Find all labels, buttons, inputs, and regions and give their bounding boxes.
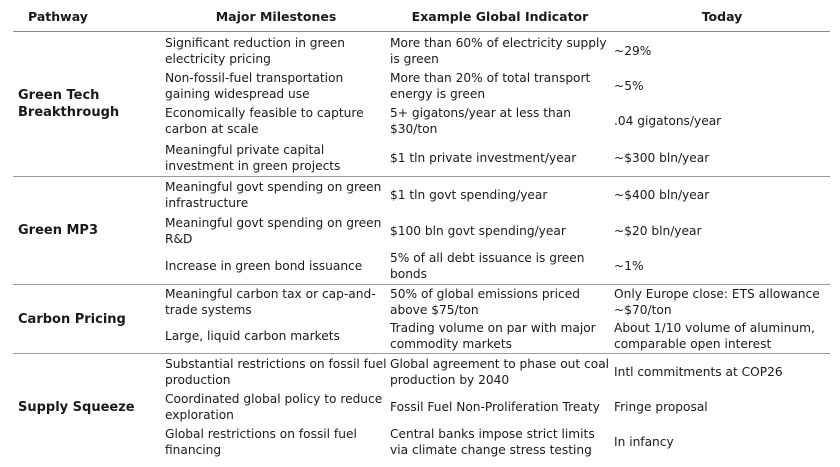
table-row: Coordinated global policy to reduce expl… <box>13 390 830 424</box>
today-cell: In infancy <box>614 435 674 449</box>
indicator-cell: 5% of all debt issuance is green bonds <box>390 251 585 281</box>
today-cell: Only Europe close: ETS allowance ~$70/to… <box>614 286 820 317</box>
table-row: Meaningful govt spending on green R&D $10… <box>13 213 830 248</box>
indicator-cell: $100 bln govt spending/year <box>390 223 566 238</box>
pathway-group: Supply Squeeze Substantial restrictions o… <box>13 354 830 460</box>
milestone-cell: Substantial restrictions on fossil fuel … <box>165 357 387 387</box>
today-cell: Intl commitments at COP26 <box>614 365 783 379</box>
table-row: Large, liquid carbon markets Trading volu… <box>13 318 830 353</box>
indicator-cell: $1 tln private investment/year <box>390 150 577 165</box>
table-row: Non-fossil-fuel transportation gaining w… <box>13 69 830 103</box>
indicator-cell: Central banks impose strict limits via c… <box>390 427 595 457</box>
today-cell: ~1% <box>614 259 644 273</box>
today-cell: .04 gigatons/year <box>614 114 722 128</box>
indicator-cell: Trading volume on par with major commodi… <box>390 320 596 351</box>
header-milestones: Major Milestones <box>215 9 337 24</box>
today-cell: ~$300 bln/year <box>614 150 710 165</box>
milestone-cell: Non-fossil-fuel transportation gaining w… <box>165 71 344 101</box>
milestone-cell: Economically feasible to capture carbon … <box>165 106 364 136</box>
pathway-name: Green Tech Breakthrough <box>18 88 120 120</box>
milestone-cell: Increase in green bond issuance <box>165 259 363 273</box>
table-row: Increase in green bond issuance 5% of all… <box>13 248 830 284</box>
today-cell: About 1/10 volume of aluminum, comparabl… <box>614 320 815 351</box>
indicator-cell: 5+ gigatons/year at less than $30/ton <box>390 106 571 136</box>
indicator-cell: 50% of global emissions priced above $75… <box>390 286 580 317</box>
pathway-group: Green Tech Breakthrough Significant reduc… <box>13 32 830 177</box>
table-row: Substantial restrictions on fossil fuel … <box>13 354 830 390</box>
today-cell: ~$400 bln/year <box>614 188 710 202</box>
table-header: Pathway Major Milestones Example Global … <box>13 0 830 32</box>
table-row: Global restrictions on fossil fuel finan… <box>13 424 830 460</box>
header-pathway: Pathway <box>28 9 88 24</box>
today-cell: ~29% <box>614 43 652 58</box>
pathway-group: Carbon Pricing Meaningful carbon tax or c… <box>13 285 830 354</box>
header-today: Today <box>701 9 743 24</box>
milestone-cell: Meaningful govt spending on green R&D <box>165 215 382 246</box>
pathway-group: Green MP3 Meaningful govt spending on gre… <box>13 177 830 285</box>
indicator-cell: More than 20% of total transport energy … <box>390 71 591 101</box>
pathway-name: Carbon Pricing <box>18 311 126 327</box>
pathway-name: Supply Squeeze <box>18 399 135 415</box>
table-row: Meaningful govt spending on green infras… <box>13 177 830 213</box>
header-indicator: Example Global Indicator <box>411 9 589 24</box>
table-row: Meaningful carbon tax or cap-and-trade s… <box>13 285 830 318</box>
milestone-cell: Global restrictions on fossil fuel finan… <box>165 427 357 457</box>
milestone-cell: Large, liquid carbon markets <box>165 328 340 343</box>
today-cell: Fringe proposal <box>614 400 708 414</box>
milestone-cell: Meaningful carbon tax or cap-and-trade s… <box>165 286 376 317</box>
indicator-cell: Fossil Fuel Non-Proliferation Treaty <box>390 400 600 414</box>
milestone-cell: Significant reduction in green electrici… <box>165 35 345 66</box>
today-cell: ~$20 bln/year <box>614 223 702 238</box>
indicator-cell: Global agreement to phase out coal produ… <box>390 357 610 387</box>
table-row: Significant reduction in green electrici… <box>13 32 830 69</box>
milestone-cell: Meaningful private capital investment in… <box>165 142 341 173</box>
indicator-cell: More than 60% of electricity supply is g… <box>390 35 607 66</box>
today-cell: ~5% <box>614 79 644 93</box>
milestone-cell: Coordinated global policy to reduce expl… <box>165 392 383 422</box>
milestone-cell: Meaningful govt spending on green infras… <box>165 180 382 210</box>
pathway-name: Green MP3 <box>18 223 99 238</box>
table-row: Meaningful private capital investment in… <box>13 139 830 176</box>
table-row: Economically feasible to capture carbon … <box>13 103 830 139</box>
indicator-cell: $1 tln govt spending/year <box>390 188 548 202</box>
